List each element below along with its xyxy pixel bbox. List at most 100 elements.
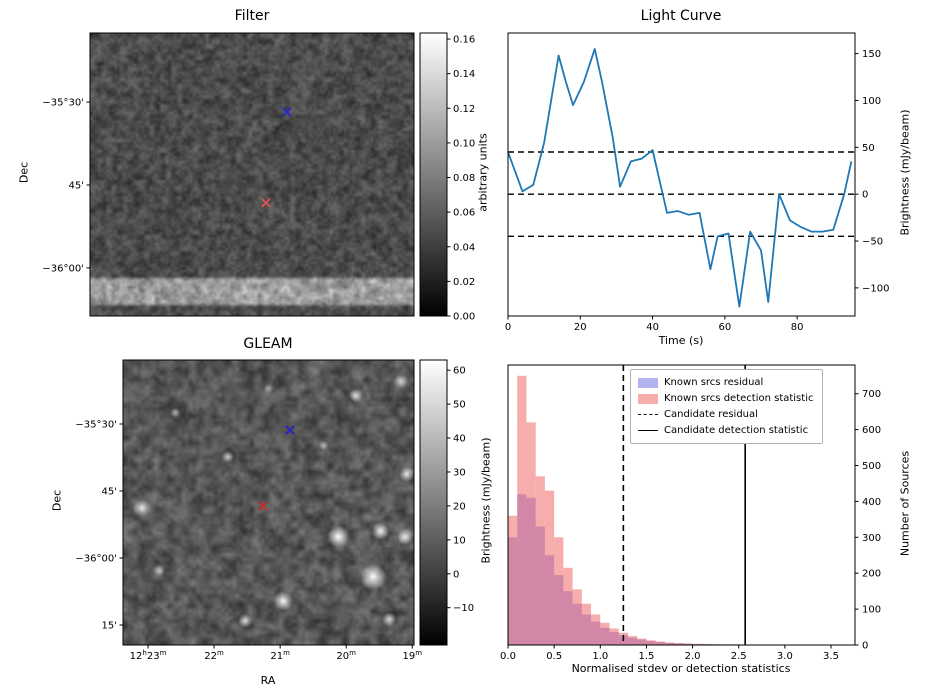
hist-bar bbox=[711, 644, 721, 645]
hist-bar bbox=[637, 639, 647, 645]
hist-bar bbox=[618, 635, 628, 645]
time-tick-label: 80 bbox=[791, 322, 804, 333]
hist-bar bbox=[720, 644, 730, 645]
colorbar-tick-label: 40 bbox=[453, 434, 466, 445]
colorbar-tick-label: 0.00 bbox=[453, 312, 475, 323]
hist-bar bbox=[600, 627, 610, 645]
hist-series-0 bbox=[508, 494, 841, 645]
hist-bar bbox=[535, 476, 545, 645]
count-tick-label: 500 bbox=[862, 461, 881, 472]
hist-bar bbox=[729, 644, 739, 645]
hist-bar bbox=[664, 642, 675, 645]
hist-bar bbox=[646, 640, 656, 645]
colorbar-tick-label: 0.12 bbox=[453, 104, 475, 115]
hist-bar bbox=[701, 643, 712, 645]
dec-tick-label: 15' bbox=[102, 620, 117, 631]
legend-series-1: Known srcs detection statistic bbox=[638, 391, 813, 406]
hist-bar bbox=[655, 642, 665, 645]
colorbar-tick-label: 60 bbox=[453, 366, 466, 377]
gleam-colorbar bbox=[420, 360, 447, 645]
hist-bar bbox=[692, 643, 702, 645]
axes-frame bbox=[507, 32, 856, 317]
stat-tick-label: 3.5 bbox=[823, 651, 839, 662]
hist-bar bbox=[609, 628, 619, 645]
stat-tick-label: 0.0 bbox=[500, 651, 516, 662]
legend: Known srcs residual Known srcs detection … bbox=[630, 369, 824, 444]
hist-bar bbox=[563, 567, 573, 645]
histogram-xlabel: Normalised stdev or detection statistics bbox=[571, 662, 791, 675]
hist-bar bbox=[572, 603, 582, 645]
legend-vline-1-swatch bbox=[638, 430, 658, 431]
dec-tick-label: −36°00' bbox=[42, 263, 84, 274]
legend-vline-0-swatch bbox=[638, 414, 658, 415]
brightness-tick-label: 100 bbox=[862, 96, 881, 107]
hist-bar bbox=[683, 643, 693, 645]
colorbar-tick-label: −10 bbox=[453, 603, 474, 614]
time-tick-label: 60 bbox=[719, 322, 732, 333]
count-tick-label: 400 bbox=[862, 497, 881, 508]
legend-vline-0: Candidate residual bbox=[638, 407, 813, 422]
hist-bar bbox=[674, 643, 684, 645]
colorbar-tick-label: 10 bbox=[453, 535, 466, 546]
colorbar-tick-label: 0.10 bbox=[453, 138, 475, 149]
legend-vline-0-label: Candidate residual bbox=[664, 409, 758, 420]
filter-image bbox=[90, 33, 414, 316]
hist-bar bbox=[581, 614, 592, 645]
hist-bar bbox=[526, 497, 536, 645]
hist-bar bbox=[683, 643, 693, 645]
dec-tick-label: −36°00' bbox=[75, 553, 117, 564]
dec-tick-label: 45' bbox=[69, 180, 84, 191]
legend-vline-1-label: Candidate detection statistic bbox=[664, 425, 809, 436]
hist-bar bbox=[508, 515, 518, 645]
hist-bar bbox=[526, 422, 536, 645]
ra-tick-label: 21m bbox=[270, 649, 290, 662]
light-curve-line bbox=[507, 48, 853, 308]
hist-bar bbox=[591, 614, 601, 645]
stat-tick-label: 3.0 bbox=[777, 651, 793, 662]
colorbar-tick-label: 0.14 bbox=[453, 69, 475, 80]
ra-tick-label: 22m bbox=[204, 649, 224, 662]
filter-colorbar-label: arbitrary units bbox=[476, 133, 490, 212]
gleam-ylabel: Dec bbox=[50, 489, 64, 512]
stat-tick-label: 2.5 bbox=[731, 651, 747, 662]
time-tick-label: 0 bbox=[505, 322, 511, 333]
hist-bar bbox=[544, 490, 555, 645]
ra-tick-label: 19m bbox=[402, 649, 422, 662]
filter-ylabel: Dec bbox=[17, 161, 31, 184]
hist-bar bbox=[627, 636, 638, 645]
gleam-image bbox=[123, 360, 414, 645]
hist-bar bbox=[646, 641, 656, 645]
count-tick-label: 200 bbox=[862, 569, 881, 580]
hist-bar bbox=[655, 641, 665, 645]
brightness-tick-label: 0 bbox=[862, 190, 868, 201]
stat-tick-label: 1.5 bbox=[638, 651, 654, 662]
colorbar-tick-label: 0.16 bbox=[453, 35, 475, 46]
hist-bar bbox=[554, 537, 564, 645]
hist-bar bbox=[563, 591, 573, 645]
colorbar-tick-label: 30 bbox=[453, 467, 466, 478]
count-tick-label: 700 bbox=[862, 389, 881, 400]
colorbar-tick-label: 0 bbox=[453, 569, 459, 580]
dec-tick-label: 45' bbox=[102, 486, 117, 497]
legend-series-0-label: Known srcs residual bbox=[664, 377, 764, 388]
hist-bar bbox=[701, 644, 712, 645]
colorbar-tick-label: 20 bbox=[453, 501, 466, 512]
hist-bar bbox=[637, 638, 647, 645]
ra-tick-label: 20m bbox=[336, 649, 356, 662]
hist-bar bbox=[711, 644, 721, 645]
count-tick-label: 300 bbox=[862, 533, 881, 544]
gleam-colorbar-label: Brightness (mJy/beam) bbox=[479, 437, 493, 564]
legend-series-0: Known srcs residual bbox=[638, 375, 813, 390]
brightness-tick-label: −50 bbox=[862, 237, 883, 248]
hist-bar bbox=[517, 375, 527, 645]
lightcurve-xlabel: Time (s) bbox=[658, 334, 704, 347]
brightness-tick-label: 150 bbox=[862, 49, 881, 60]
stat-tick-label: 1.0 bbox=[592, 651, 608, 662]
hist-bar bbox=[554, 575, 564, 645]
brightness-tick-label: −100 bbox=[862, 283, 889, 294]
legend-series-0-swatch bbox=[638, 377, 658, 388]
hist-bar bbox=[572, 589, 582, 645]
lightcurve-ylabel: Brightness (mJy/beam) bbox=[898, 109, 912, 236]
dec-tick-label: −35°30' bbox=[75, 420, 117, 431]
